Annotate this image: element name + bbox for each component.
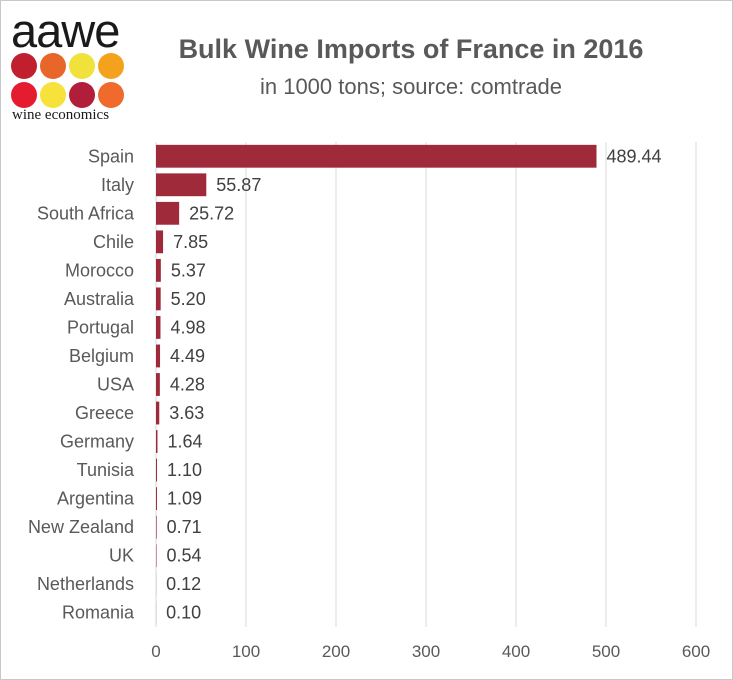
x-tick-label: 100 bbox=[232, 642, 260, 661]
bar bbox=[156, 230, 164, 254]
bar bbox=[156, 258, 161, 282]
logo-dot bbox=[11, 53, 37, 79]
logo-wordmark: aawe bbox=[11, 4, 120, 57]
category-label: Netherlands bbox=[37, 574, 134, 594]
data-label: 489.44 bbox=[606, 146, 661, 166]
x-tick-label: 200 bbox=[322, 642, 350, 661]
x-tick-label: 400 bbox=[502, 642, 530, 661]
bar bbox=[156, 344, 161, 368]
aawe-logo: aawe wine economics bbox=[9, 4, 134, 127]
bar bbox=[156, 515, 157, 539]
category-label: Morocco bbox=[65, 260, 134, 280]
logo-dot bbox=[98, 82, 124, 108]
category-label: Australia bbox=[64, 289, 135, 309]
data-label: 55.87 bbox=[216, 175, 261, 195]
data-label: 5.37 bbox=[171, 260, 206, 280]
category-label: Germany bbox=[60, 432, 134, 452]
bar bbox=[156, 173, 207, 197]
category-label: New Zealand bbox=[28, 517, 134, 537]
data-label: 1.10 bbox=[167, 460, 202, 480]
bar bbox=[156, 201, 180, 225]
bar bbox=[156, 144, 597, 168]
bar bbox=[156, 401, 160, 425]
category-label: Tunisia bbox=[77, 460, 135, 480]
category-label: Portugal bbox=[67, 317, 134, 337]
data-label: 7.85 bbox=[173, 232, 208, 252]
bar bbox=[156, 430, 158, 453]
data-label: 4.28 bbox=[170, 375, 205, 395]
chart-subtitle: in 1000 tons; source: comtrade bbox=[259, 74, 563, 99]
category-label: Romania bbox=[62, 603, 135, 623]
x-tick-label: 300 bbox=[412, 642, 440, 661]
data-label: 1.64 bbox=[167, 432, 202, 452]
category-label: Belgium bbox=[69, 346, 134, 366]
logo-dot bbox=[11, 82, 37, 108]
category-label: UK bbox=[109, 546, 134, 566]
x-tick-label: 500 bbox=[592, 642, 620, 661]
bar bbox=[156, 287, 161, 311]
logo-dot bbox=[69, 82, 95, 108]
category-label: Chile bbox=[93, 232, 134, 252]
logo-dot bbox=[98, 53, 124, 79]
bar bbox=[156, 316, 161, 339]
logo-dot bbox=[40, 53, 66, 79]
category-label: South Africa bbox=[37, 203, 135, 223]
category-label: Argentina bbox=[57, 489, 135, 509]
chart-title: Bulk Wine Imports of France in 2016 bbox=[178, 34, 644, 64]
category-label: USA bbox=[97, 375, 134, 395]
data-label: 0.54 bbox=[166, 546, 201, 566]
data-label: 1.09 bbox=[167, 489, 202, 509]
data-label: 5.20 bbox=[171, 289, 206, 309]
category-label: Italy bbox=[101, 175, 134, 195]
data-label: 3.63 bbox=[169, 403, 204, 423]
data-label: 25.72 bbox=[189, 203, 234, 223]
bar bbox=[156, 458, 157, 482]
data-label: 0.12 bbox=[166, 574, 201, 594]
logo-dot bbox=[40, 82, 66, 108]
logo-dot bbox=[69, 53, 95, 79]
category-label: Greece bbox=[75, 403, 134, 423]
data-label: 0.10 bbox=[166, 603, 201, 623]
bar bbox=[156, 373, 160, 396]
logo-dots bbox=[11, 53, 126, 111]
logo-subtitle: wine economics bbox=[12, 107, 110, 123]
category-label: Spain bbox=[88, 146, 134, 166]
data-label: 0.71 bbox=[167, 517, 202, 537]
data-label: 4.98 bbox=[170, 317, 205, 337]
x-tick-label: 0 bbox=[151, 642, 160, 661]
data-label: 4.49 bbox=[170, 346, 205, 366]
bar bbox=[156, 487, 157, 511]
x-tick-label: 600 bbox=[682, 642, 710, 661]
